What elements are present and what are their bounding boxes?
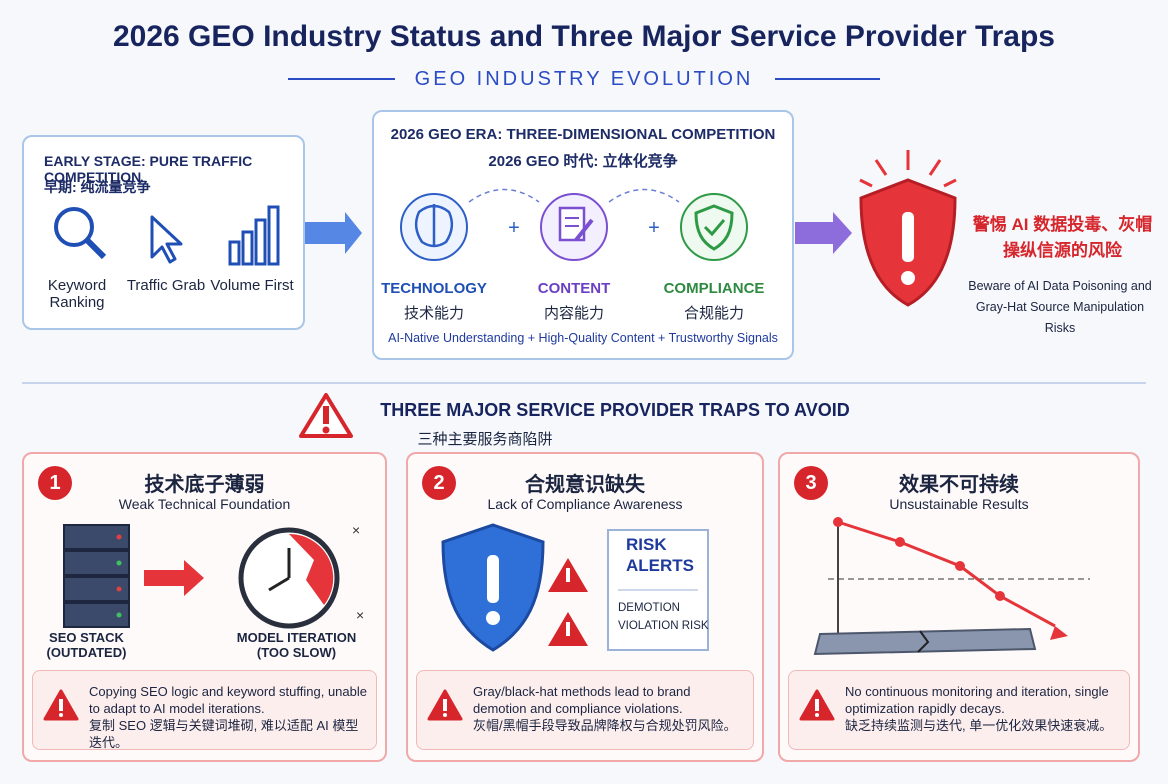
traps-title-zh: 三种主要服务商陷阱 (417, 431, 553, 448)
early-icons (54, 205, 280, 266)
trap-number: 1 (38, 466, 72, 500)
trap-label: SEO STACK (OUTDATED) (46, 630, 127, 660)
trap3-art (813, 517, 1090, 656)
early-title: EARLY STAGE: PURE TRAFFIC COMPETITION (44, 153, 253, 185)
trap-note-zh: 复制 SEO 逻辑与关键词堆砌, 难以适配 AI 模型迭代。 (89, 718, 359, 750)
trap-title-en: Unsustainable Results (889, 496, 1029, 512)
early-box: EARLY STAGE: PURE TRAFFIC COMPETITION 早期… (22, 135, 305, 330)
era-footer: AI-Native Understanding + High-Quality C… (388, 331, 778, 345)
trap-number: 3 (794, 466, 828, 500)
trap-note: No continuous monitoring and iteration, … (788, 670, 1130, 750)
early-item: Traffic Grab (126, 277, 206, 294)
trap-title-zh: 技术底子薄弱 (144, 474, 265, 496)
era-box: 2026 GEO ERA: THREE-DIMENSIONAL COMPETIT… (372, 110, 794, 360)
trap-title-zh: 合规意识缺失 (525, 474, 645, 496)
risk-alerts: RISK ALERTS (626, 535, 694, 575)
trap-note-zh: 缺乏持续监测与迭代, 单一优化效果快速衰减。 (845, 718, 1113, 733)
pillar-label: COMPLIANCE (663, 280, 765, 297)
trap-number: 2 (422, 466, 456, 500)
trap-card: 3 效果不可持续 Unsustainable Results No contin… (778, 452, 1140, 762)
pillar-label-zh: 内容能力 (543, 305, 604, 322)
trap-note: Copying SEO logic and keyword stuffing, … (32, 670, 377, 750)
pillar-label: TECHNOLOGY (381, 280, 487, 297)
era-icons: + + (400, 188, 748, 261)
pillar-label: CONTENT (537, 280, 611, 297)
trap-note-en: Gray/black-hat methods lead to brand dem… (473, 684, 691, 716)
trap-note: Gray/black-hat methods lead to brand dem… (416, 670, 754, 750)
traps-title: THREE MAJOR SERVICE PROVIDER TRAPS TO AV… (380, 400, 850, 420)
warn-icon (427, 689, 463, 721)
risk-item: DEMOTION (618, 602, 680, 614)
trap-title-zh: 效果不可持续 (899, 474, 1019, 496)
era-title-zh: 2026 GEO 时代: 立体化竞争 (488, 153, 678, 170)
warn-icon (43, 689, 79, 721)
trap2-art (441, 523, 709, 652)
pillar-label-zh: 技术能力 (403, 305, 464, 322)
svg-text:×: × (356, 607, 364, 623)
trap-title-en: Weak Technical Foundation (118, 496, 291, 512)
warn-icon (799, 689, 835, 721)
title: 2026 GEO Industry Status and Three Major… (112, 20, 1055, 53)
risk-item: VIOLATION RISK (618, 620, 709, 632)
trap-title-en: Lack of Compliance Awareness (487, 496, 683, 512)
early-title-zh: 早期: 纯流量竞争 (44, 179, 151, 195)
trap-note-en: Copying SEO logic and keyword stuffing, … (89, 684, 367, 716)
early-item: Volume First (210, 277, 294, 294)
trap-note-en: No continuous monitoring and iteration, … (845, 684, 1109, 716)
pillar-label-zh: 合规能力 (683, 305, 744, 322)
trap-card: 1 技术底子薄弱 Weak Technical Foundation × × SE… (22, 452, 387, 762)
warning-zh: 警惕 AI 数据投毒、灰帽操纵信源的风险 (972, 215, 1153, 260)
era-title: 2026 GEO ERA: THREE-DIMENSIONAL COMPETIT… (390, 126, 776, 143)
trap-label: MODEL ITERATION (TOO SLOW) (236, 630, 357, 660)
trap1-art: ×× (63, 522, 364, 629)
svg-text:+: + (508, 217, 520, 239)
svg-text:+: + (648, 217, 660, 239)
subtitle: GEO INDUSTRY EVOLUTION (414, 68, 754, 90)
early-item: Keyword Ranking (47, 277, 107, 311)
trap-card: 2 合规意识缺失 Lack of Compliance Awareness RI… (406, 452, 764, 762)
warning-en: Beware of AI Data Poisoning and Gray-Hat… (968, 279, 1152, 335)
trap-note-zh: 灰帽/黑帽手段导致品牌降权与合规处罚风险。 (473, 718, 737, 733)
svg-text:×: × (352, 522, 360, 538)
